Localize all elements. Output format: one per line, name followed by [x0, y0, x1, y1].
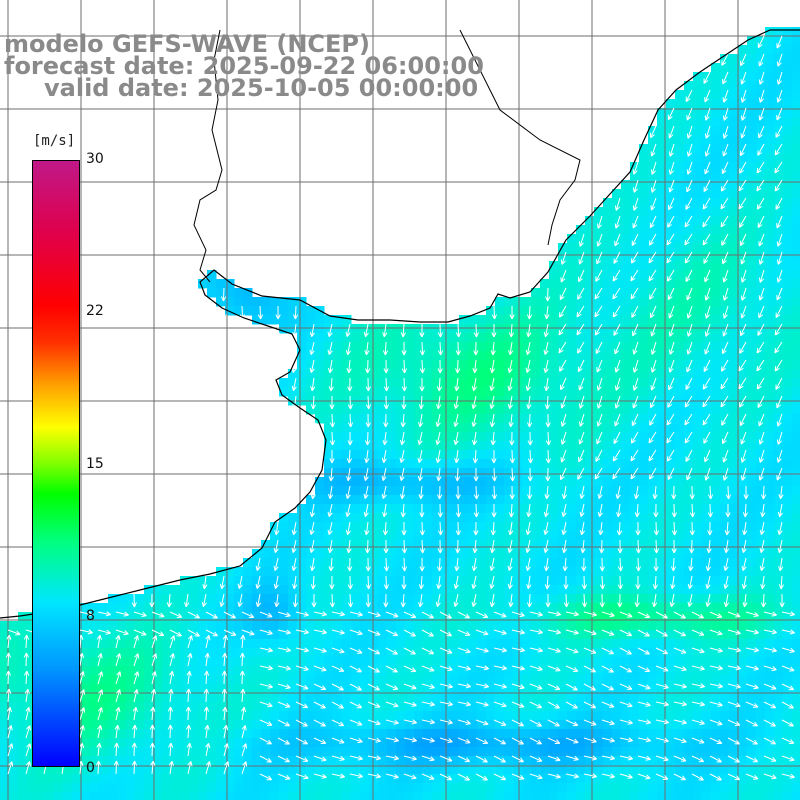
wind-speed-field — [0, 27, 800, 800]
colorbar-tick-15: 15 — [86, 456, 104, 472]
country-border — [193, 29, 223, 283]
colorbar-unit: [m/s] — [33, 133, 76, 149]
colorbar — [32, 160, 80, 767]
wind-vectors — [5, 35, 796, 781]
model-title: modelo GEFS-WAVE (NCEP) — [4, 30, 370, 58]
forecast-date: forecast date: 2025-09-22 06:00:00 — [4, 52, 484, 80]
colorbar-tick-0: 0 — [86, 760, 95, 776]
country-border-east — [459, 29, 581, 246]
coastline — [0, 29, 800, 619]
valid-date: valid date: 2025-10-05 00:00:00 — [44, 74, 479, 102]
colorbar-tick-8: 8 — [86, 608, 95, 624]
colorbar-tick-30: 30 — [86, 151, 104, 167]
colorbar-tick-22: 22 — [86, 303, 104, 319]
